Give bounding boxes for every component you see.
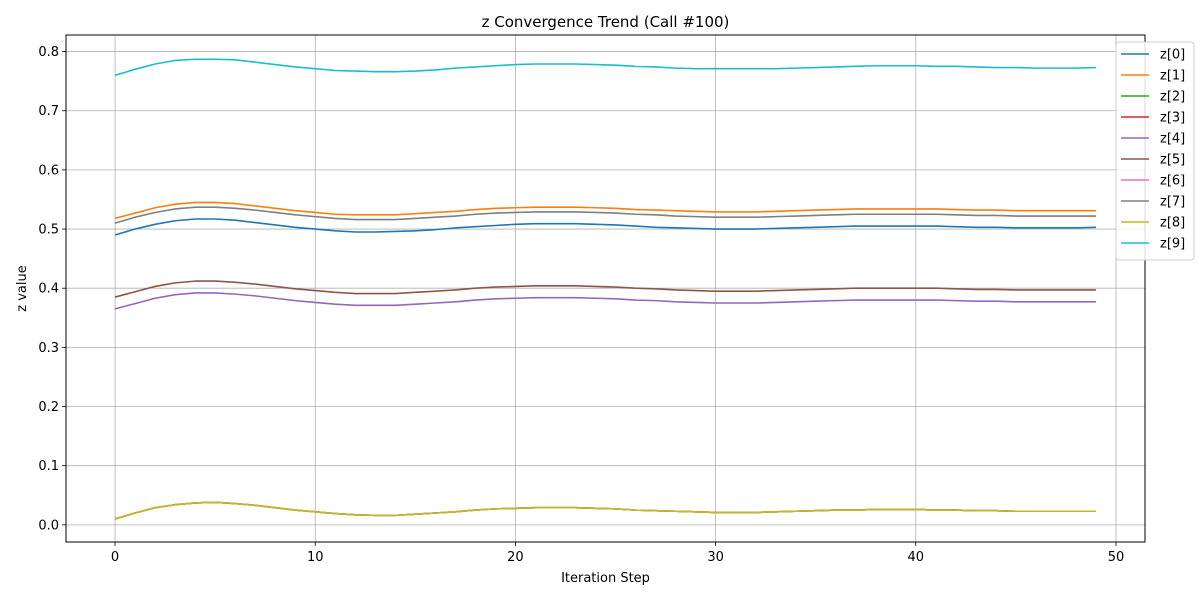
legend-label-7: z[7] <box>1160 195 1185 210</box>
x-axis-label: Iteration Step <box>561 571 650 586</box>
series-line-8 <box>114 501 1096 520</box>
x-axis-ticks: 0 10 20 30 40 50 <box>111 542 1124 565</box>
legend-label-3: z[3] <box>1160 111 1185 126</box>
y-tick-label: 0.0 <box>38 518 59 533</box>
legend-label-2: z[2] <box>1160 90 1185 105</box>
series-layer <box>114 58 1096 520</box>
legend-label-1: z[1] <box>1160 69 1185 84</box>
y-tick-label: 0.6 <box>38 163 59 178</box>
series-line-1 <box>114 201 1096 220</box>
legend-label-6: z[6] <box>1160 174 1185 189</box>
y-tick-label: 0.2 <box>38 400 59 415</box>
y-tick-label: 0.8 <box>38 45 59 60</box>
series-line-0 <box>114 218 1096 236</box>
legend-label-8: z[8] <box>1160 216 1185 231</box>
y-tick-label: 0.1 <box>38 459 59 474</box>
chart-title: z Convergence Trend (Call #100) <box>482 13 730 31</box>
x-tick-label: 40 <box>908 550 925 565</box>
series-line-7 <box>114 206 1096 224</box>
legend-label-4: z[4] <box>1160 132 1185 147</box>
x-tick-label: 10 <box>307 550 324 565</box>
series-line-9 <box>114 58 1096 76</box>
legend-label-0: z[0] <box>1160 48 1185 63</box>
series-line-4 <box>114 292 1096 310</box>
legend-label-5: z[5] <box>1160 153 1185 168</box>
x-tick-label: 50 <box>1108 550 1125 565</box>
x-tick-label: 0 <box>111 550 119 565</box>
series-line-5 <box>114 280 1096 298</box>
y-axis-ticks: 0.0 0.1 0.2 0.3 0.4 0.5 0.6 0.7 0.8 <box>38 45 66 533</box>
y-tick-label: 0.7 <box>38 104 59 119</box>
y-axis-label: z value <box>15 265 30 311</box>
legend: z[0] z[1] z[2] z[3] z[4] z[5] z[6] z[7] z[8] z[9] <box>1115 41 1195 261</box>
y-tick-label: 0.5 <box>38 223 59 238</box>
y-tick-label: 0.4 <box>38 282 59 297</box>
legend-label-9: z[9] <box>1160 237 1185 252</box>
grid-lines <box>66 35 1145 542</box>
x-tick-label: 20 <box>507 550 524 565</box>
x-tick-label: 30 <box>707 550 724 565</box>
y-tick-label: 0.3 <box>38 341 59 356</box>
